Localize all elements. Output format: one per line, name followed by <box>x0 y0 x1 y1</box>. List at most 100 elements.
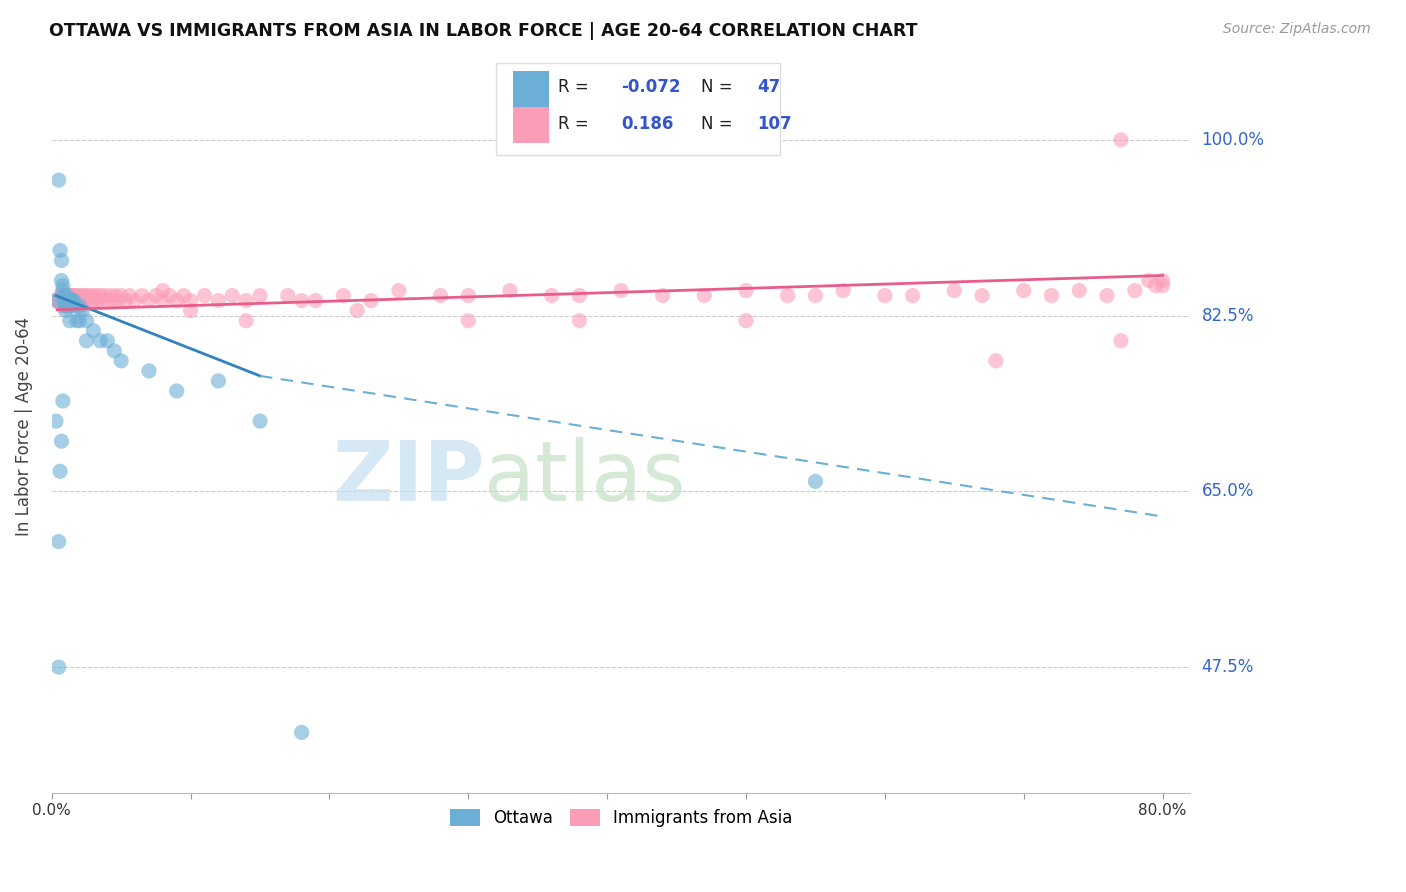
Point <box>70 288 93 302</box>
Point <box>107 293 129 308</box>
Point <box>49 288 72 302</box>
Point <box>69 314 91 328</box>
Point <box>52 278 75 293</box>
Point <box>89 334 111 348</box>
Point <box>124 293 146 308</box>
Text: -0.072: -0.072 <box>621 78 681 96</box>
Point <box>59 293 82 308</box>
Text: 82.5%: 82.5% <box>1202 307 1254 325</box>
Point <box>1137 273 1160 287</box>
Point <box>832 284 855 298</box>
Point <box>75 334 97 348</box>
Point <box>55 303 77 318</box>
Point <box>69 293 91 308</box>
Point <box>45 414 67 428</box>
Point <box>46 293 69 308</box>
Point <box>1123 284 1146 298</box>
Point <box>101 293 124 308</box>
Point <box>180 303 202 318</box>
Text: 47: 47 <box>758 78 780 96</box>
Text: 107: 107 <box>758 115 793 133</box>
Point <box>235 293 257 308</box>
Point <box>93 288 115 302</box>
Point <box>62 299 84 313</box>
Point <box>60 288 83 302</box>
Point <box>51 293 73 308</box>
Point <box>82 288 104 302</box>
Point <box>53 293 76 308</box>
Point <box>55 288 77 302</box>
Point <box>1144 278 1167 293</box>
Text: N =: N = <box>700 78 733 96</box>
Point <box>118 288 141 302</box>
Point <box>65 299 87 313</box>
Point <box>49 464 72 478</box>
Point <box>180 293 202 308</box>
Point <box>152 293 174 308</box>
Point <box>159 288 181 302</box>
Point <box>98 288 121 302</box>
Point <box>72 303 94 318</box>
Point <box>166 293 188 308</box>
Point <box>51 253 73 268</box>
Point <box>72 293 94 308</box>
Point <box>138 293 160 308</box>
Text: Source: ZipAtlas.com: Source: ZipAtlas.com <box>1223 22 1371 37</box>
Point <box>104 288 127 302</box>
Point <box>1109 334 1132 348</box>
Point <box>75 314 97 328</box>
Point <box>56 288 79 302</box>
Point <box>249 414 271 428</box>
Point <box>73 288 96 302</box>
Point <box>103 343 125 358</box>
Point <box>45 293 67 308</box>
Point <box>59 314 82 328</box>
Point <box>58 293 80 308</box>
Point <box>540 288 562 302</box>
Point <box>388 284 411 298</box>
Text: N =: N = <box>700 115 733 133</box>
Point <box>499 284 522 298</box>
Point <box>66 314 89 328</box>
Point <box>173 288 195 302</box>
Point <box>63 288 86 302</box>
Point <box>610 284 633 298</box>
Point <box>86 293 108 308</box>
Point <box>332 288 354 302</box>
Point <box>79 293 101 308</box>
Point <box>59 293 82 308</box>
Point <box>429 288 451 302</box>
Point <box>110 288 132 302</box>
Point <box>62 293 84 308</box>
Point <box>48 293 70 308</box>
Point <box>304 293 326 308</box>
Point <box>52 394 75 409</box>
Text: 0.186: 0.186 <box>621 115 673 133</box>
Point <box>360 293 382 308</box>
FancyBboxPatch shape <box>513 107 550 144</box>
Point <box>52 284 75 298</box>
Point <box>735 314 758 328</box>
Point <box>457 314 479 328</box>
Text: OTTAWA VS IMMIGRANTS FROM ASIA IN LABOR FORCE | AGE 20-64 CORRELATION CHART: OTTAWA VS IMMIGRANTS FROM ASIA IN LABOR … <box>49 22 918 40</box>
Point <box>89 288 111 302</box>
Point <box>984 354 1007 368</box>
Point <box>1152 273 1174 287</box>
Point <box>970 288 993 302</box>
FancyBboxPatch shape <box>496 63 780 155</box>
Point <box>291 725 314 739</box>
Point <box>207 293 229 308</box>
Point <box>62 288 84 302</box>
Point <box>943 284 966 298</box>
Point <box>60 293 83 308</box>
Point <box>804 475 827 489</box>
Text: 100.0%: 100.0% <box>1202 131 1264 149</box>
Point <box>75 293 97 308</box>
Point <box>77 288 100 302</box>
Point <box>65 288 87 302</box>
Point <box>291 293 314 308</box>
Point <box>82 293 104 308</box>
Point <box>67 288 90 302</box>
Point <box>69 299 91 313</box>
Point <box>63 293 86 308</box>
